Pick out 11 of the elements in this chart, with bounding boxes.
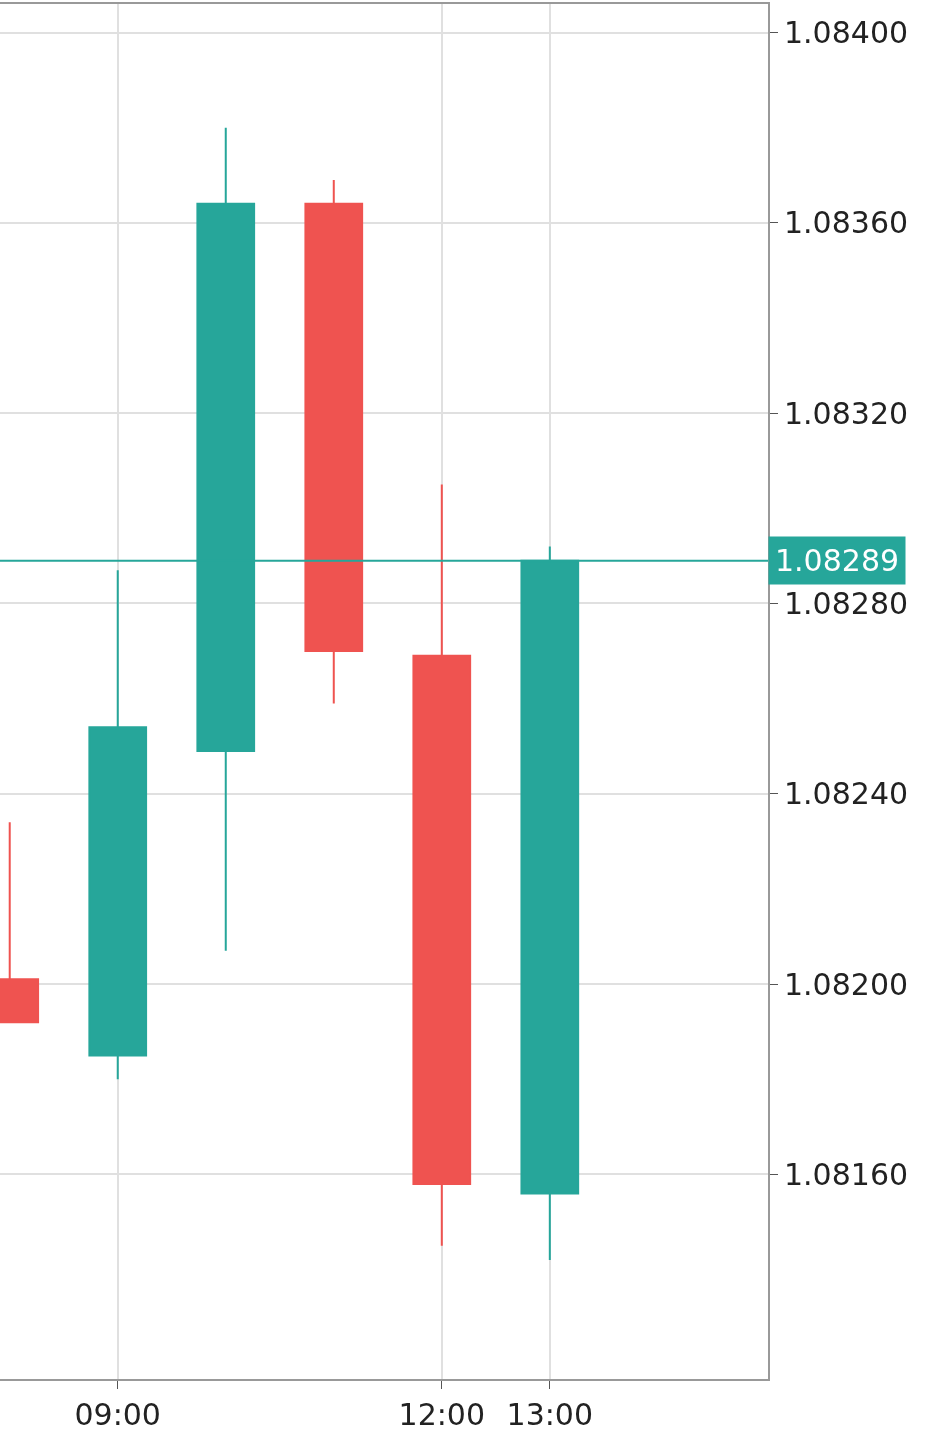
x-tick-label: 12:00 [398, 1397, 486, 1432]
y-tick-label: 1.08240 [784, 776, 909, 812]
ref-line-label: 1.08289 [775, 543, 900, 578]
y-tick-label: 1.08280 [784, 585, 909, 621]
x-tick-label: 09:00 [74, 1397, 161, 1432]
y-tick-label: 1.08160 [784, 1156, 909, 1192]
y-tick-label: 1.08320 [784, 395, 909, 431]
y-tick-label: 1.08400 [784, 15, 909, 51]
y-tick-label: 1.08360 [784, 205, 909, 241]
x-tick-label: 13:00 [506, 1397, 594, 1432]
y-tick-label: 1.08200 [784, 966, 909, 1002]
